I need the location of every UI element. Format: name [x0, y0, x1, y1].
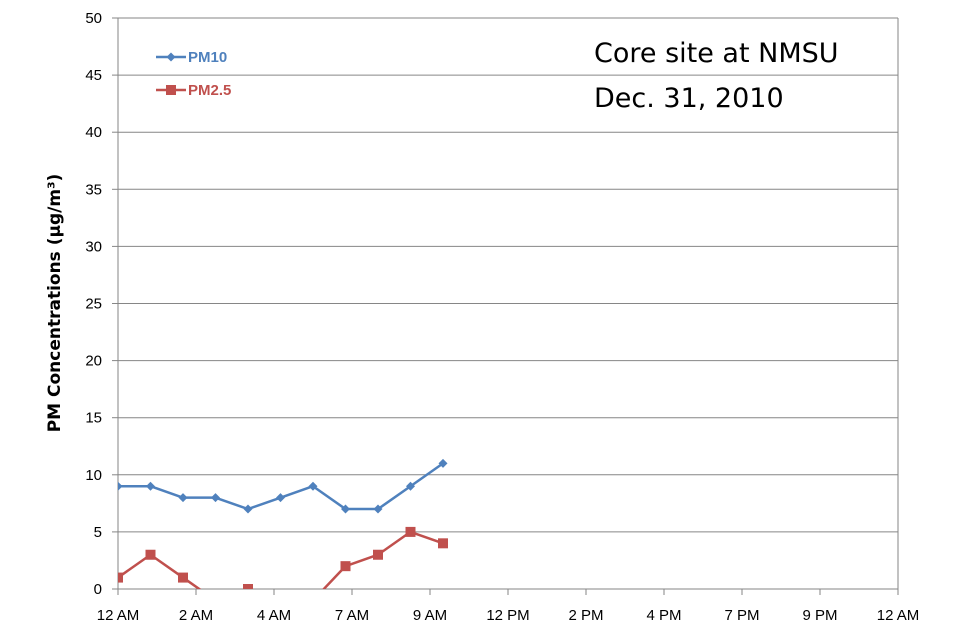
legend-marker-pm10: [166, 52, 176, 62]
point-pm10: [118, 481, 123, 491]
series-line-pm10: [118, 462, 444, 511]
x-tick-label: 12 AM: [97, 607, 140, 624]
legend-marker-pm25: [166, 85, 176, 95]
point-pm25: [145, 549, 156, 560]
point-pm10: [178, 493, 188, 503]
point-pm25: [118, 572, 123, 583]
y-tick-label: 40: [85, 124, 102, 141]
series-line-pm25: [118, 530, 444, 589]
y-tick-label: 0: [94, 581, 102, 598]
y-tick-label: 25: [85, 296, 102, 313]
point-pm10: [211, 493, 220, 503]
x-tick-labels: 12 AM 2 AM 4 AM 7 AM 9 AM 12 PM 2 PM 4 PM 7 PM 9 …: [97, 607, 920, 624]
legend-label-pm10: PM10: [188, 49, 227, 66]
y-tick-label: 10: [85, 467, 102, 484]
x-tick-label: 4 PM: [646, 607, 681, 624]
point-pm10: [341, 504, 350, 514]
y-tick-label: 35: [85, 181, 102, 198]
legend-label-pm25: PM2.5: [188, 82, 231, 99]
annotation-site: Core site at NMSU: [594, 38, 839, 69]
point-pm10: [243, 504, 253, 514]
x-tick-label: 9 AM: [413, 607, 447, 624]
point-pm25: [308, 595, 318, 605]
y-tick-label: 5: [94, 524, 102, 541]
data-series: [118, 458, 448, 605]
y-tick-labels: 0 5 10 15 20 25 30 35 40 45 50: [85, 10, 102, 598]
point-pm10: [146, 481, 155, 491]
y-tick-label: 50: [85, 10, 102, 27]
gridlines: [118, 17, 898, 533]
x-tick-label: 7 PM: [724, 607, 759, 624]
y-tick-label: 15: [85, 410, 102, 427]
y-axis-label: PM Concentrations (µg/m³): [45, 174, 65, 433]
y-tick-label: 30: [85, 238, 102, 255]
y-tick-label: 45: [85, 67, 102, 84]
point-pm25: [178, 572, 188, 583]
point-pm25: [340, 561, 351, 572]
x-tick-label: 2 AM: [179, 607, 213, 624]
point-pm25: [243, 584, 253, 589]
point-pm10: [406, 481, 415, 491]
point-pm10: [373, 504, 383, 514]
x-tick-label: 2 PM: [568, 607, 603, 624]
point-pm10: [308, 481, 318, 491]
x-tick-label: 7 AM: [335, 607, 369, 624]
y-tick-label: 20: [85, 353, 102, 370]
point-pm10: [276, 493, 285, 503]
legend: PM10 PM2.5: [156, 49, 231, 99]
point-pm10: [438, 458, 448, 468]
x-tick-label: 9 PM: [802, 607, 837, 624]
point-pm25: [211, 595, 221, 605]
point-pm25: [438, 538, 448, 549]
point-pm25: [405, 526, 416, 537]
x-tick-label: 4 AM: [257, 607, 291, 624]
point-pm25: [373, 549, 383, 560]
x-tick-label: 12 AM: [877, 607, 920, 624]
x-tick-label: 12 PM: [486, 607, 529, 624]
annotation-date: Dec. 31, 2010: [594, 83, 784, 114]
